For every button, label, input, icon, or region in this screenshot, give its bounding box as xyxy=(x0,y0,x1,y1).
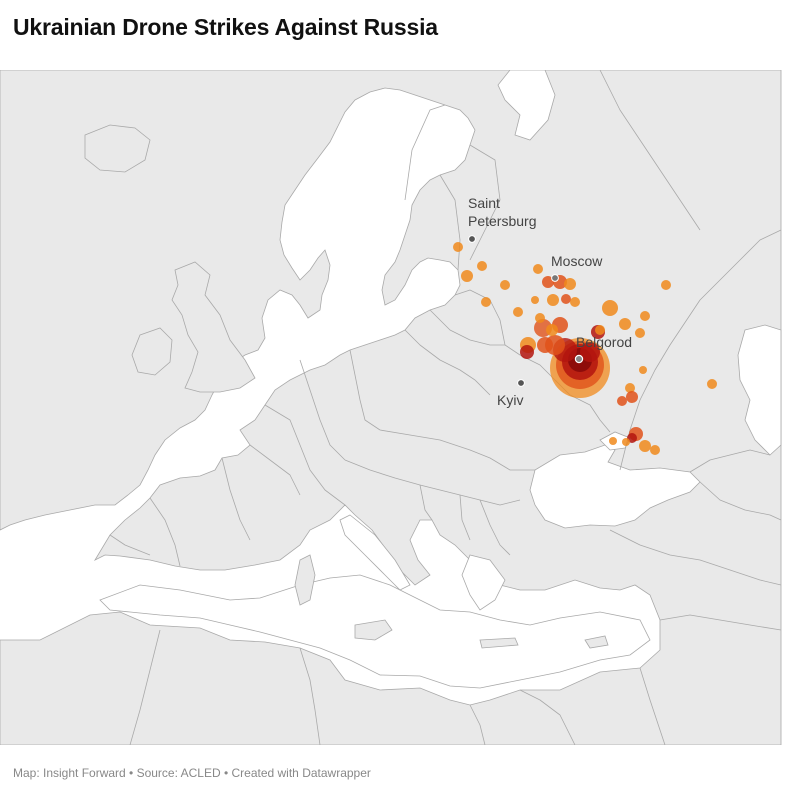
country-borders xyxy=(109,70,782,745)
strike-marker xyxy=(564,278,576,290)
strike-marker xyxy=(639,440,651,452)
caspian-sea xyxy=(737,324,782,456)
strike-marker xyxy=(707,379,717,389)
strike-marker xyxy=(461,270,473,282)
strike-marker xyxy=(570,297,580,307)
strike-marker xyxy=(520,345,534,359)
strike-marker xyxy=(546,324,558,336)
city-moscow: Moscow xyxy=(551,253,603,282)
strike-marker xyxy=(547,294,559,306)
strike-marker xyxy=(635,328,645,338)
strike-marker xyxy=(453,242,463,252)
strike-markers xyxy=(453,242,717,455)
strike-marker xyxy=(481,297,491,307)
map-footer: Map: Insight Forward • Source: ACLED • C… xyxy=(13,766,371,780)
city-label-moscow: Moscow xyxy=(551,253,603,269)
land-crete xyxy=(479,637,519,649)
land-iceland xyxy=(84,124,151,173)
strike-marker xyxy=(531,296,539,304)
strike-marker xyxy=(537,337,553,353)
strike-marker xyxy=(602,300,618,316)
city-kyiv: Kyiv xyxy=(497,379,525,408)
strike-marker xyxy=(626,391,638,403)
city-dot-belgorod xyxy=(574,354,584,364)
aegean-sea xyxy=(461,554,506,611)
city-dot-saint-petersburg xyxy=(468,235,476,243)
strike-marker xyxy=(561,294,571,304)
city-dot-kyiv xyxy=(517,379,525,387)
strike-marker xyxy=(542,276,554,288)
city-dot-moscow xyxy=(551,274,559,282)
strike-marker xyxy=(661,280,671,290)
city-saint-petersburg: Saint Petersburg xyxy=(468,195,536,243)
land-cyprus xyxy=(584,635,609,649)
strike-marker xyxy=(580,342,600,362)
strike-marker xyxy=(513,307,523,317)
strike-marker xyxy=(622,438,630,446)
strike-marker xyxy=(639,366,647,374)
land-mainland xyxy=(0,70,782,745)
strike-marker xyxy=(650,445,660,455)
land-great-britain xyxy=(171,261,256,393)
adriatic-sea xyxy=(339,514,411,591)
strike-marker xyxy=(533,264,543,274)
strike-marker xyxy=(595,325,605,335)
strike-marker xyxy=(640,311,650,321)
city-label-belgorod: Belgorod xyxy=(576,334,632,350)
strike-marker xyxy=(535,313,545,323)
map-canvas: Saint Petersburg Moscow Kyiv Belgorod xyxy=(0,70,797,745)
land-sicily xyxy=(354,619,393,641)
strike-marker xyxy=(625,383,635,393)
strike-marker xyxy=(619,318,631,330)
land-sardinia xyxy=(294,554,316,606)
strike-marker xyxy=(617,396,627,406)
map-title: Ukrainian Drone Strikes Against Russia xyxy=(13,14,438,40)
city-label-saint-petersburg-line1: Saint xyxy=(468,195,500,211)
white-sea xyxy=(497,70,556,141)
city-label-saint-petersburg-line2: Petersburg xyxy=(468,213,536,229)
city-belgorod: Belgorod xyxy=(574,334,632,364)
land-ireland xyxy=(131,327,173,376)
map: Saint Petersburg Moscow Kyiv Belgorod xyxy=(0,70,797,745)
strike-marker xyxy=(477,261,487,271)
city-label-kyiv: Kyiv xyxy=(497,392,523,408)
strike-marker xyxy=(609,437,617,445)
strike-marker xyxy=(500,280,510,290)
